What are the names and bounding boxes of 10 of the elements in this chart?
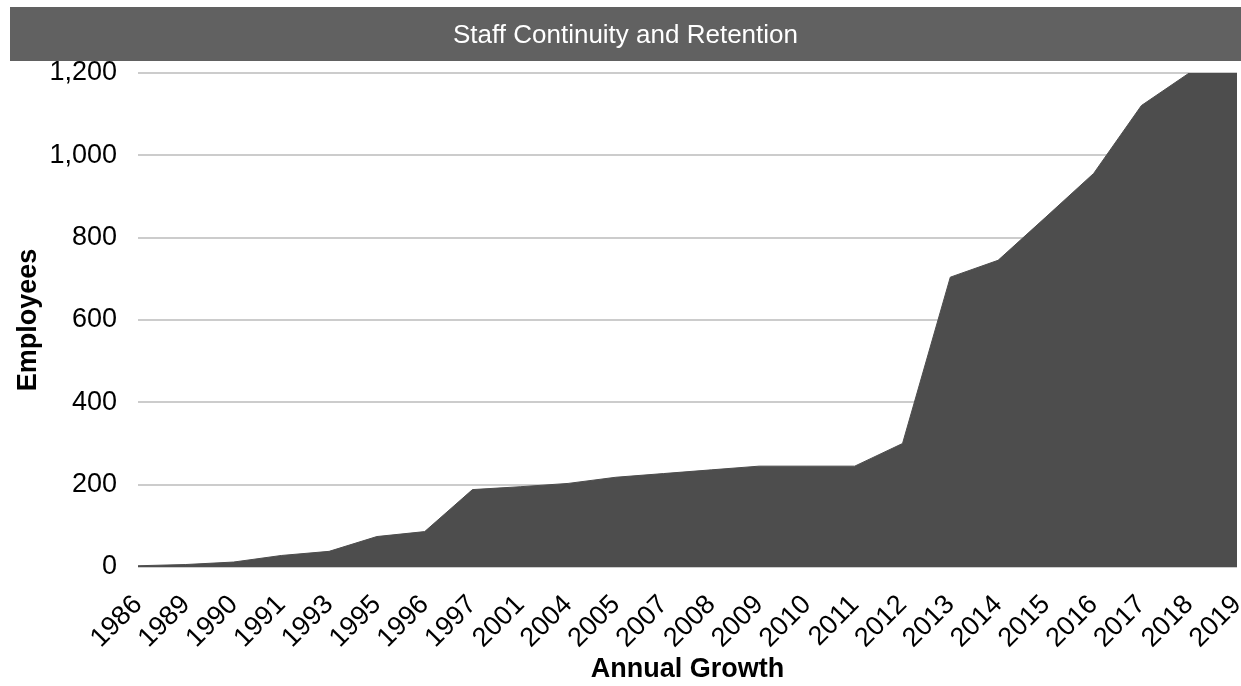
y-tick-label: 1,200 xyxy=(49,56,117,87)
y-tick-label: 800 xyxy=(71,221,117,252)
y-tick-label: 600 xyxy=(71,303,117,334)
y-tick-label: 1,000 xyxy=(49,138,117,169)
y-axis-title: Employees xyxy=(11,248,42,392)
y-tick-label: 0 xyxy=(101,550,117,581)
y-tick-label: 400 xyxy=(71,385,117,416)
chart-title: Staff Continuity and Retention xyxy=(453,19,798,49)
x-axis-title: Annual Growth xyxy=(590,653,785,684)
y-tick-label: 200 xyxy=(71,468,117,499)
